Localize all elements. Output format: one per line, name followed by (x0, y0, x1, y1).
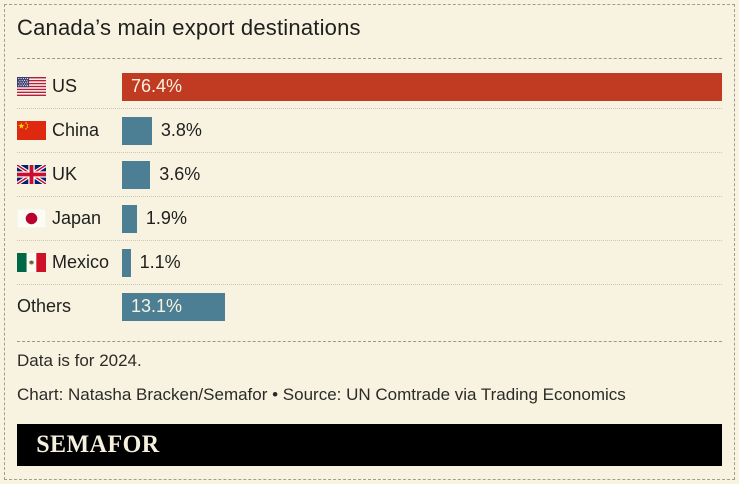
chart-title: Canada’s main export destinations (17, 15, 361, 40)
chart-row: Others 13.1% (17, 285, 722, 328)
bar-value-label: 3.6% (159, 164, 201, 184)
bar-value-label: 76.4% (131, 76, 183, 96)
bar-chart: US 76.4% China 3.8% UK (17, 65, 722, 328)
bar-track: 13.1% (122, 292, 722, 321)
bar (122, 248, 131, 277)
japan-flag-icon (17, 209, 46, 228)
chart-row: UK 3.6% (17, 153, 722, 197)
row-label: Japan (17, 208, 122, 229)
uk-flag-icon (17, 165, 46, 184)
data-note: Data is for 2024. (17, 351, 142, 370)
bar-track: 76.4% (122, 72, 722, 101)
country-label: Japan (52, 208, 102, 228)
bar (122, 204, 137, 233)
title-separator (17, 58, 722, 59)
footer-separator (17, 341, 722, 342)
country-label: Others (17, 296, 72, 316)
bar-value-label: 3.8% (160, 120, 202, 140)
country-label: UK (52, 164, 78, 184)
country-label: Mexico (52, 252, 110, 272)
bar-value-label: 1.1% (139, 252, 181, 272)
bar-track: 1.1% (122, 248, 722, 277)
row-label: Others (17, 296, 122, 317)
semafor-logo-bar: SEMAFOR (17, 424, 722, 466)
row-label: US (17, 76, 122, 97)
chart-row: Japan 1.9% (17, 197, 722, 241)
chart-row: China 3.8% (17, 109, 722, 153)
chart-row: US 76.4% (17, 65, 722, 109)
bar-value-label: 13.1% (131, 296, 183, 316)
country-label: US (52, 76, 78, 96)
mexico-flag-icon (17, 253, 46, 272)
bar: 13.1% (122, 292, 225, 321)
bar-track: 3.6% (122, 160, 722, 189)
credit-line: Chart: Natasha Bracken/Semafor • Source:… (17, 385, 626, 404)
china-flag-icon (17, 121, 46, 140)
bar-value-label: 1.9% (145, 208, 187, 228)
bar-track: 3.8% (122, 116, 722, 145)
semafor-logo: SEMAFOR (36, 431, 160, 458)
bar (122, 116, 152, 145)
bar-track: 1.9% (122, 204, 722, 233)
row-label: UK (17, 164, 122, 185)
country-label: China (52, 120, 100, 140)
bar: 76.4% (122, 72, 722, 101)
content-area: Canada’s main export destinations US 76.… (17, 0, 722, 484)
row-label: Mexico (17, 252, 122, 273)
bar (122, 160, 151, 189)
us-flag-icon (17, 77, 46, 96)
chart-row: Mexico 1.1% (17, 241, 722, 285)
row-label: China (17, 120, 122, 141)
